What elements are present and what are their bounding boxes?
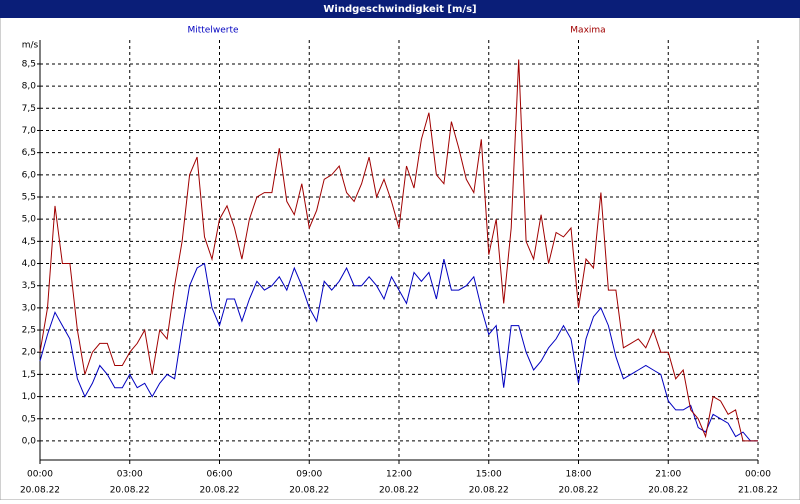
y-tick-label: 2,0 (22, 348, 37, 358)
x-tick-label: 18:00 (566, 470, 592, 480)
legend-label: Maxima (570, 26, 605, 36)
x-tick-date: 20.08.22 (289, 486, 329, 496)
series-line (39, 258, 758, 442)
x-tick-date: 20.08.22 (379, 486, 419, 496)
y-tick-label: 7,5 (22, 104, 36, 114)
x-tick-date: 20.08.22 (20, 486, 60, 496)
x-tick-label: 15:00 (476, 470, 502, 480)
x-tick-label: 21:00 (655, 470, 681, 480)
y-tick-label: 1,5 (22, 370, 36, 380)
y-tick-label: 0,0 (22, 436, 37, 446)
y-tick-label: 3,0 (22, 303, 37, 313)
legend-label: Mittelwerte (187, 26, 238, 36)
x-tick-date: 20.08.22 (648, 486, 688, 496)
x-tick-date: 20.08.22 (199, 486, 239, 496)
y-tick-label: 0,5 (22, 414, 36, 424)
x-tick-label: 09:00 (296, 470, 322, 480)
y-tick-label: 8,0 (22, 82, 37, 92)
x-tick-date: 20.08.22 (469, 486, 509, 496)
x-tick-date: 20.08.22 (110, 486, 150, 496)
y-tick-label: 5,5 (22, 193, 36, 203)
x-tick-label: 12:00 (386, 470, 412, 480)
series-line (39, 59, 758, 442)
y-tick-label: 6,0 (22, 170, 37, 180)
x-tick-date: 20.08.22 (558, 486, 598, 496)
y-axis-label: m/s (22, 41, 39, 51)
chart-title: Windgeschwindigkeit [m/s] (323, 4, 476, 15)
y-tick-label: 6,5 (22, 148, 36, 158)
y-tick-label: 8,5 (22, 59, 36, 69)
y-tick-label: 4,0 (22, 259, 37, 269)
y-tick-label: 1,0 (22, 392, 37, 402)
y-tick-label: 4,5 (22, 237, 36, 247)
x-tick-label: 00:00 (745, 470, 771, 480)
x-tick-label: 00:00 (27, 470, 53, 480)
title-bar (0, 0, 800, 18)
y-tick-label: 5,0 (22, 215, 37, 225)
x-tick-label: 03:00 (117, 470, 143, 480)
x-tick-date: 21.08.22 (738, 486, 778, 496)
y-tick-label: 3,5 (22, 281, 36, 291)
y-tick-label: 7,0 (22, 126, 37, 136)
x-tick-label: 06:00 (207, 470, 233, 480)
y-tick-label: 2,5 (22, 326, 36, 336)
